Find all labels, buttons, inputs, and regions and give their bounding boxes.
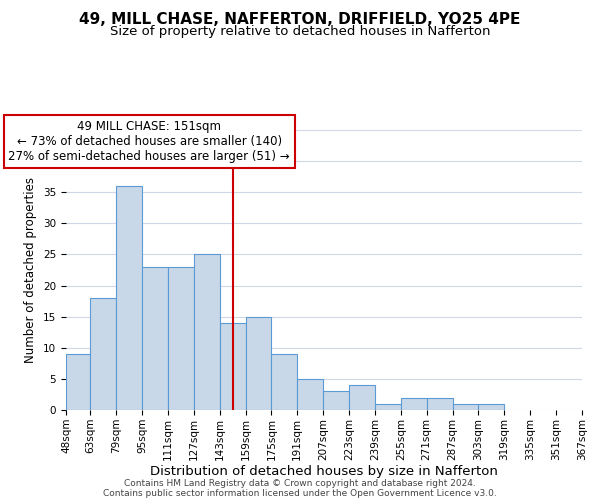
Bar <box>116 186 142 410</box>
Bar <box>66 354 90 410</box>
Bar <box>220 323 245 410</box>
Bar <box>427 398 452 410</box>
Text: Contains public sector information licensed under the Open Government Licence v3: Contains public sector information licen… <box>103 488 497 498</box>
Bar <box>271 354 298 410</box>
Bar <box>478 404 505 410</box>
Text: Contains HM Land Registry data © Crown copyright and database right 2024.: Contains HM Land Registry data © Crown c… <box>124 478 476 488</box>
Bar <box>401 398 427 410</box>
X-axis label: Distribution of detached houses by size in Nafferton: Distribution of detached houses by size … <box>150 466 498 478</box>
Bar <box>375 404 401 410</box>
Text: 49 MILL CHASE: 151sqm
← 73% of detached houses are smaller (140)
27% of semi-det: 49 MILL CHASE: 151sqm ← 73% of detached … <box>8 120 290 163</box>
Text: 49, MILL CHASE, NAFFERTON, DRIFFIELD, YO25 4PE: 49, MILL CHASE, NAFFERTON, DRIFFIELD, YO… <box>79 12 521 28</box>
Bar <box>194 254 220 410</box>
Bar <box>90 298 116 410</box>
Bar <box>452 404 478 410</box>
Bar <box>142 267 168 410</box>
Bar <box>323 392 349 410</box>
Bar <box>349 385 375 410</box>
Bar <box>298 379 323 410</box>
Bar <box>168 267 194 410</box>
Bar <box>245 316 271 410</box>
Y-axis label: Number of detached properties: Number of detached properties <box>25 177 37 363</box>
Text: Size of property relative to detached houses in Nafferton: Size of property relative to detached ho… <box>110 25 490 38</box>
